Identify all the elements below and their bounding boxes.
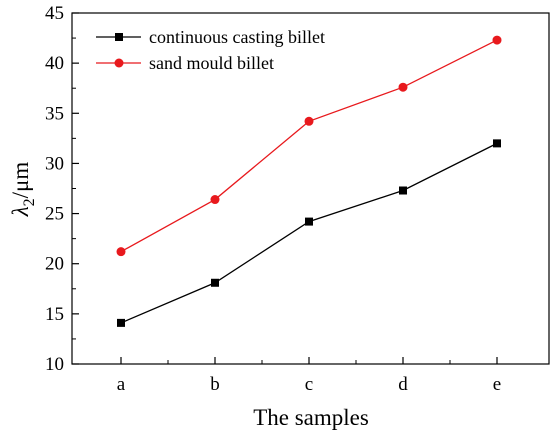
series-layer (116, 35, 502, 327)
legend-marker (115, 33, 123, 41)
legend-label: sand mould billet (149, 53, 274, 73)
y-tick-label: 30 (45, 153, 64, 174)
legend: continuous casting billet sand mould bill… (96, 27, 325, 73)
data-point (305, 217, 313, 226)
data-point (210, 195, 220, 205)
y-tick-label: 20 (45, 254, 64, 275)
x-tick-label: b (210, 374, 220, 395)
data-point (116, 247, 126, 257)
series-line (120, 142, 498, 324)
data-point (399, 186, 407, 195)
data-point (493, 139, 501, 148)
y-axis-title: λ2/μm (8, 162, 38, 218)
x-tick-label: d (398, 374, 408, 395)
series-sand-mould (116, 35, 502, 257)
y-tick-label: 15 (45, 304, 64, 325)
x-tick-label: a (117, 374, 126, 395)
data-point (117, 318, 125, 327)
y-tick-label: 40 (45, 53, 64, 74)
x-tick-label: c (305, 374, 313, 395)
x-axis-title: The samples (253, 405, 369, 430)
data-point (398, 82, 408, 92)
y-axis-title-subscript: 2 (21, 198, 38, 206)
plot-frame (71, 12, 550, 365)
y-axis: 10 15 20 25 30 35 40 45 (45, 3, 79, 375)
x-tick-label: e (493, 374, 501, 395)
y-tick-label: 45 (45, 3, 64, 24)
y-tick-label: 35 (45, 103, 64, 124)
data-point (492, 35, 502, 45)
y-tick-label: 25 (45, 204, 64, 225)
y-tick-label: 10 (45, 354, 64, 375)
legend-label: continuous casting billet (149, 27, 325, 47)
data-point (211, 278, 219, 287)
plot-border (71, 12, 550, 365)
x-axis: a b c d e (117, 357, 501, 395)
y-axis-title-unit: /μm (8, 162, 33, 199)
legend-marker (114, 58, 124, 68)
data-point (304, 116, 314, 126)
series-continuous-casting (117, 139, 501, 327)
y-axis-title-symbol: λ (8, 206, 33, 217)
